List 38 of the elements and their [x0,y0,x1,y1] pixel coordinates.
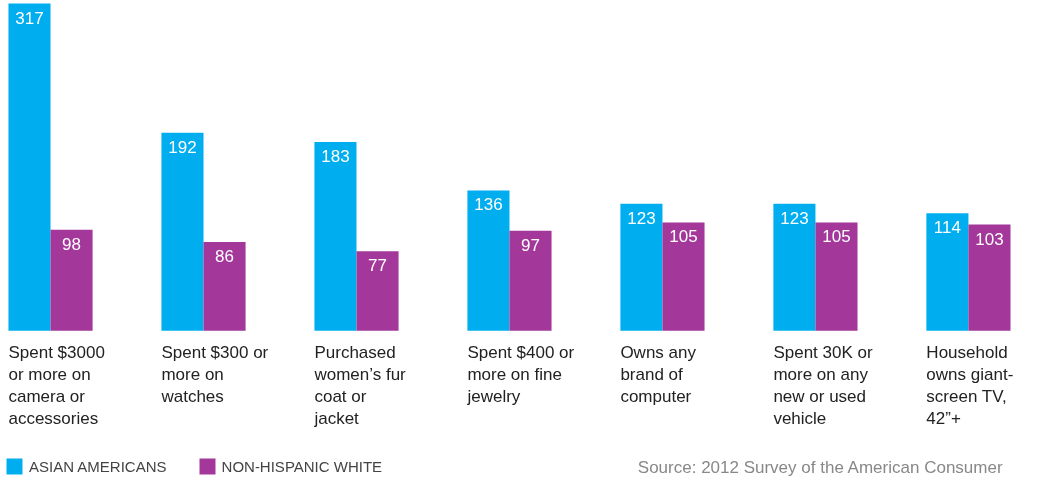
x-tick-label: Spent $300 or more on watches [160,343,269,407]
bar [926,213,969,331]
data-label: 103 [975,229,1004,249]
data-label: 86 [215,247,235,267]
data-label: 123 [780,208,809,228]
data-label: 105 [822,227,851,247]
bar [50,229,93,331]
data-label: 136 [474,195,503,215]
data-label: 123 [627,208,656,228]
bar [8,3,51,331]
bar [968,224,1011,331]
data-label: 183 [321,146,350,166]
bar [161,132,204,331]
legend-label: NON-HISPANIC WHITE [221,457,383,475]
data-label: 77 [368,256,387,276]
bar [662,222,705,331]
bar [773,203,816,331]
bar [815,222,858,331]
bar [203,242,246,331]
x-tick-label: Spent 30K or more on any new or used vehicle [773,343,873,429]
data-label: 97 [521,235,540,255]
data-label: 192 [168,137,197,157]
data-label: 114 [933,218,961,238]
source-note: Source: 2012 Survey of the American Consumer [637,457,1003,477]
bar [356,251,399,331]
bar [509,230,552,331]
x-tick-label: Purchased women’s fur coat or jacket [313,343,407,429]
bar [314,141,357,331]
x-tick-label: Owns any brand of computer [620,343,697,407]
data-label: 317 [15,8,44,28]
x-tick-label: Spent $3000 or more on camera or accessories [8,343,105,429]
x-tick-label: Household owns giant-screen TV, 42”+ [926,343,1014,429]
x-tick-label: Spent $400 or more on fine jewelry [466,343,575,407]
bar [467,190,510,331]
data-label: 98 [62,234,82,254]
data-label: 105 [669,227,698,247]
bar [620,203,663,331]
legend-label: ASIAN AMERICANS [29,457,167,475]
